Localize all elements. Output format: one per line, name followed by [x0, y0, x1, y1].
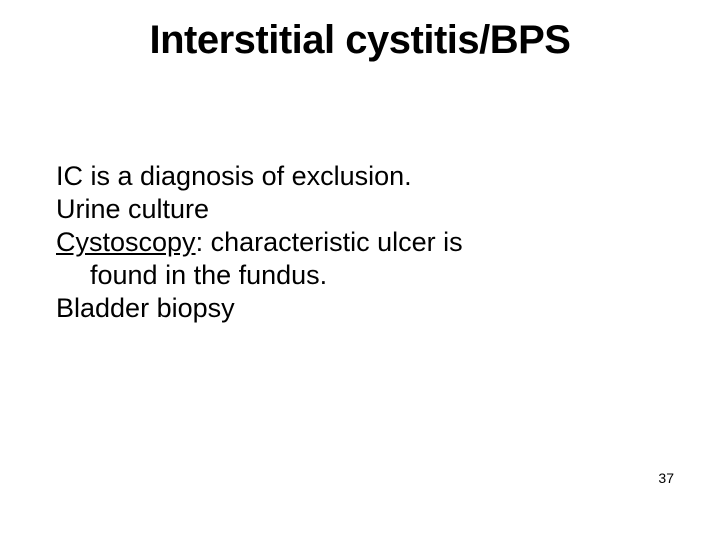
- page-number: 37: [658, 470, 674, 486]
- slide-title: Interstitial cystitis/BPS: [50, 18, 670, 62]
- body-line-1: IC is a diagnosis of exclusion.: [56, 160, 670, 193]
- body-line-3-rest: : characteristic ulcer is: [196, 227, 463, 257]
- slide: Interstitial cystitis/BPS IC is a diagno…: [0, 0, 720, 540]
- body-line-3: Cystoscopy: characteristic ulcer is: [56, 226, 670, 259]
- slide-body: IC is a diagnosis of exclusion. Urine cu…: [50, 160, 670, 325]
- body-line-2: Urine culture: [56, 193, 670, 226]
- underlined-term: Cystoscopy: [56, 227, 196, 257]
- body-line-4: found in the fundus.: [56, 259, 670, 292]
- body-line-5: Bladder biopsy: [56, 292, 670, 325]
